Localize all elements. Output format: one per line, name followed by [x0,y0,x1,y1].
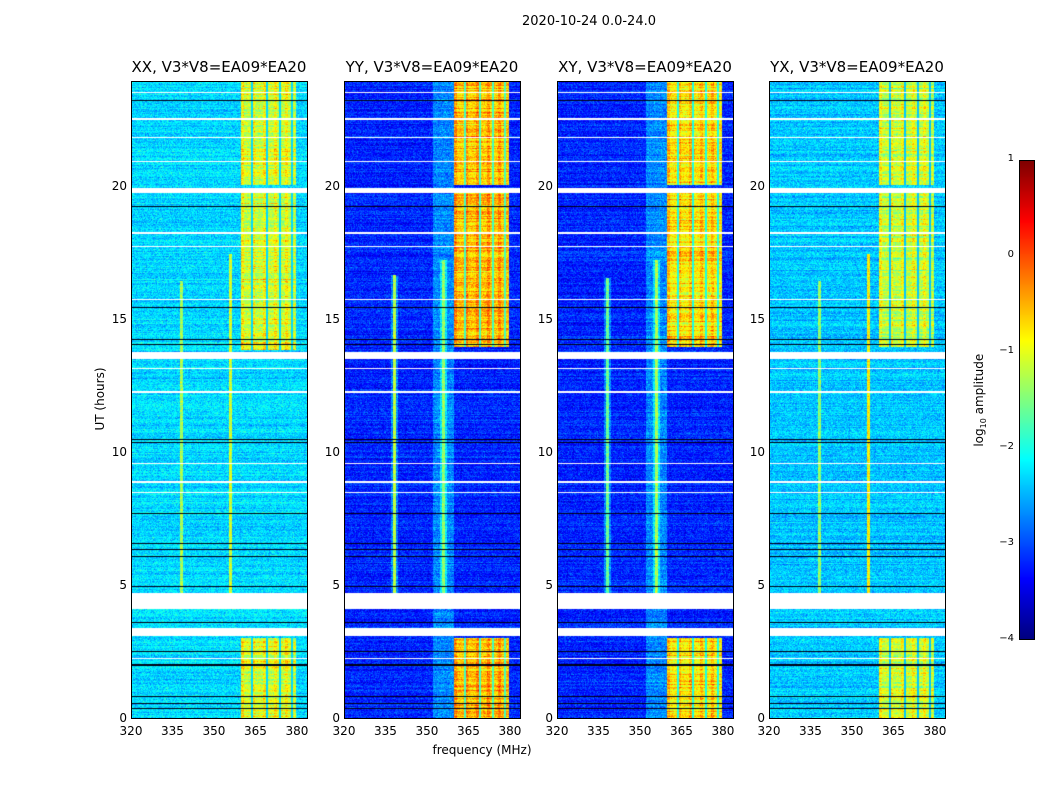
x-tick-label: 335 [799,724,822,738]
y-tick-label: 20 [749,179,765,194]
colorbar-tick-label: 0 [1007,249,1014,260]
y-tick-label: 0 [757,711,765,725]
x-tick-label: 350 [628,724,652,738]
y-tick-label: 10 [324,445,340,460]
panel-title: XY, V3*V8=EA09*EA20 [558,58,732,76]
y-tick-label: 5 [757,578,765,593]
x-tick-label: 350 [415,724,439,738]
x-tick-label: 380 [285,724,309,738]
panel-title: YX, V3*V8=EA09*EA20 [770,58,944,76]
y-tick-label: 20 [324,179,340,194]
x-tick-label: 365 [670,724,693,738]
heatmap-panel [131,81,308,719]
x-tick-label: 320 [545,724,569,738]
x-tick-label: 335 [587,724,610,738]
y-tick-label: 5 [332,578,340,593]
x-tick-label: 320 [332,724,356,738]
heatmap-cells [770,82,945,718]
y-tick-label: 10 [749,445,765,460]
x-axis-label: frequency (MHz) [432,743,532,757]
x-tick-label: 320 [119,724,143,738]
x-tick-label: 365 [882,724,905,738]
y-tick-label: 0 [545,711,553,725]
heatmap-panel [557,81,734,719]
figure-title: 2020-10-24 0.0-24.0 [522,14,656,29]
y-tick-label: 15 [749,312,765,327]
colorbar-tick-label: 1 [1007,153,1014,164]
y-axis-label: UT (hours) [93,367,107,431]
heatmap-cells [558,82,733,718]
colorbar-label-sub: 10 [979,418,989,429]
x-tick-label: 335 [374,724,397,738]
colorbar-tick-label: −4 [999,633,1014,644]
colorbar [1019,160,1035,640]
colorbar-label-main: log [971,428,986,447]
y-tick-label: 15 [537,312,553,327]
y-tick-label: 5 [545,578,553,593]
panel-title: YY, V3*V8=EA09*EA20 [345,58,519,76]
colorbar-label-rest: amplitude [971,353,986,419]
y-tick-label: 20 [537,179,553,194]
x-tick-label: 365 [244,724,267,738]
heatmap-cells [132,82,307,718]
y-tick-label: 15 [324,312,340,327]
x-tick-label: 380 [923,724,947,738]
y-tick-label: 0 [119,711,127,725]
x-tick-label: 365 [457,724,480,738]
x-tick-label: 335 [161,724,184,738]
y-tick-label: 15 [111,312,127,327]
y-tick-label: 5 [119,578,127,593]
y-tick-label: 10 [111,445,127,460]
x-tick-label: 380 [498,724,522,738]
colorbar-tick-label: −1 [999,345,1014,356]
x-tick-label: 320 [757,724,781,738]
colorbar-tick-label: −3 [999,537,1014,548]
panel-title: XX, V3*V8=EA09*EA20 [131,58,307,76]
y-tick-label: 0 [332,711,340,725]
x-tick-label: 350 [202,724,226,738]
heatmap-panel [344,81,521,719]
x-tick-label: 380 [711,724,735,738]
heatmap-panel [769,81,946,719]
heatmap-cells [345,82,520,718]
x-tick-label: 350 [840,724,864,738]
y-tick-label: 20 [111,179,127,194]
colorbar-label: log10 amplitude [972,340,988,460]
y-tick-label: 10 [537,445,553,460]
colorbar-tick-label: −2 [999,441,1014,452]
